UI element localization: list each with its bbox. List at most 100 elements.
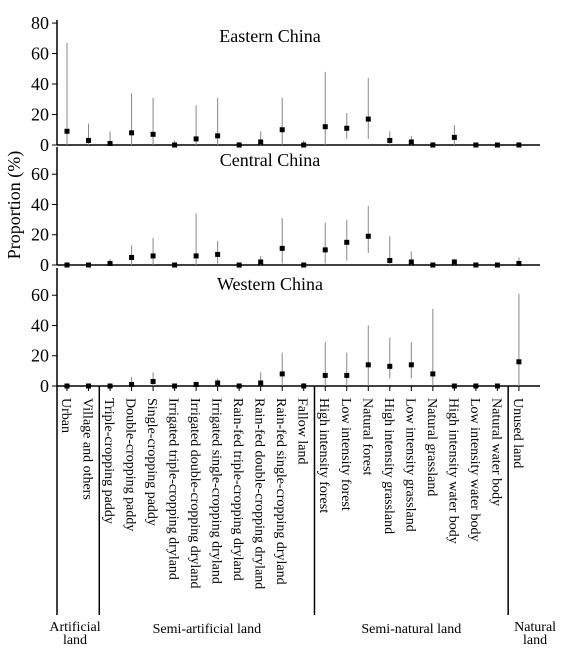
point xyxy=(150,131,156,137)
point xyxy=(322,372,328,378)
point xyxy=(430,371,436,377)
point xyxy=(473,142,479,148)
x-tick-label: Rain-fed double-cropping dryland xyxy=(252,398,267,589)
point xyxy=(387,363,393,369)
point xyxy=(215,251,221,257)
point xyxy=(107,140,113,146)
point xyxy=(408,259,414,265)
point xyxy=(279,245,285,251)
x-tick-label: Low intensity water body xyxy=(467,398,482,541)
group-label: Semi-artificial land xyxy=(152,622,262,637)
x-tick-label: Natural forest xyxy=(359,398,374,475)
x-tick-label: Unused land xyxy=(510,398,525,468)
y-tick-label: 20 xyxy=(31,105,49,125)
point xyxy=(86,137,92,143)
point xyxy=(64,128,70,134)
point xyxy=(107,260,113,266)
point xyxy=(193,381,199,387)
point xyxy=(344,125,350,131)
group-label: Semi-natural land xyxy=(361,622,462,637)
x-tick-label: Rain-fed single-cropping dryland xyxy=(273,398,288,585)
point xyxy=(322,247,328,253)
point xyxy=(430,142,436,148)
group-label: Artificial land xyxy=(49,620,101,648)
point xyxy=(365,116,371,122)
x-tick-label: Low intensity grassland xyxy=(402,398,417,532)
point xyxy=(236,142,242,148)
point xyxy=(258,380,264,386)
x-tick-label: Triple-cropping paddy xyxy=(101,398,116,524)
x-tick-label: High intensity grassland xyxy=(381,398,396,534)
panel-title: Western China xyxy=(217,274,323,294)
y-tick-label: 0 xyxy=(40,255,49,275)
x-tick-label: Fallow land xyxy=(295,398,310,465)
x-tick-label: Irrigated triple-cropping dryland xyxy=(166,398,181,580)
y-tick-label: 40 xyxy=(31,315,49,335)
point xyxy=(516,359,522,365)
point xyxy=(473,262,479,268)
point xyxy=(215,380,221,386)
point xyxy=(215,133,221,139)
point xyxy=(172,142,178,148)
y-tick-label: 60 xyxy=(31,164,49,184)
x-tick-label: High intensity forest xyxy=(316,398,331,513)
y-tick-label: 60 xyxy=(31,285,49,305)
point xyxy=(451,259,457,265)
point xyxy=(408,362,414,368)
point xyxy=(322,124,328,130)
point xyxy=(129,130,135,136)
point xyxy=(86,262,92,268)
y-tick-label: 80 xyxy=(31,13,49,33)
x-tick-label: Low intensity forest xyxy=(338,398,353,511)
panel-title: Eastern China xyxy=(219,26,320,46)
point xyxy=(193,253,199,259)
y-tick-label: 40 xyxy=(31,74,49,94)
y-tick-label: 0 xyxy=(40,135,49,155)
point xyxy=(387,257,393,263)
point xyxy=(344,372,350,378)
x-tick-label: Rain-fed triple-cropping dryland xyxy=(230,398,245,581)
y-axis-label: Proportion (%) xyxy=(4,151,25,259)
point xyxy=(365,233,371,239)
x-tick-label: Natural water body xyxy=(488,398,503,506)
point xyxy=(172,262,178,268)
y-tick-label: 60 xyxy=(31,44,49,64)
point xyxy=(279,371,285,377)
point xyxy=(494,142,500,148)
x-tick-label: Irrigated double-cropping dryland xyxy=(187,398,202,589)
y-tick-label: 20 xyxy=(31,225,49,245)
x-tick-label: Village and others xyxy=(80,398,95,500)
point xyxy=(279,127,285,133)
y-tick-label: 40 xyxy=(31,194,49,214)
point xyxy=(387,137,393,143)
point xyxy=(301,142,307,148)
y-tick-label: 20 xyxy=(31,346,49,366)
point xyxy=(365,362,371,368)
point xyxy=(64,262,70,268)
point xyxy=(516,260,522,266)
point xyxy=(258,259,264,265)
point xyxy=(193,136,199,142)
point xyxy=(236,262,242,268)
x-tick-label: Natural grassland xyxy=(424,398,439,496)
point xyxy=(344,239,350,245)
x-tick-label: Urban xyxy=(58,398,73,433)
group-label: Natural land xyxy=(514,620,557,648)
point xyxy=(408,139,414,145)
x-tick-label: Single-cropping paddy xyxy=(144,398,159,526)
point xyxy=(129,381,135,387)
y-tick-label: 0 xyxy=(40,376,49,396)
x-tick-label: Irrigated single-cropping dryland xyxy=(209,398,224,584)
panel-title: Central China xyxy=(220,150,320,170)
x-tick-label: High intensity water body xyxy=(445,398,460,544)
point xyxy=(301,262,307,268)
point xyxy=(494,262,500,268)
point xyxy=(129,254,135,260)
point xyxy=(150,253,156,259)
point xyxy=(451,134,457,140)
x-tick-label: Double-cropping paddy xyxy=(123,398,138,531)
point xyxy=(516,142,522,148)
point xyxy=(430,262,436,268)
